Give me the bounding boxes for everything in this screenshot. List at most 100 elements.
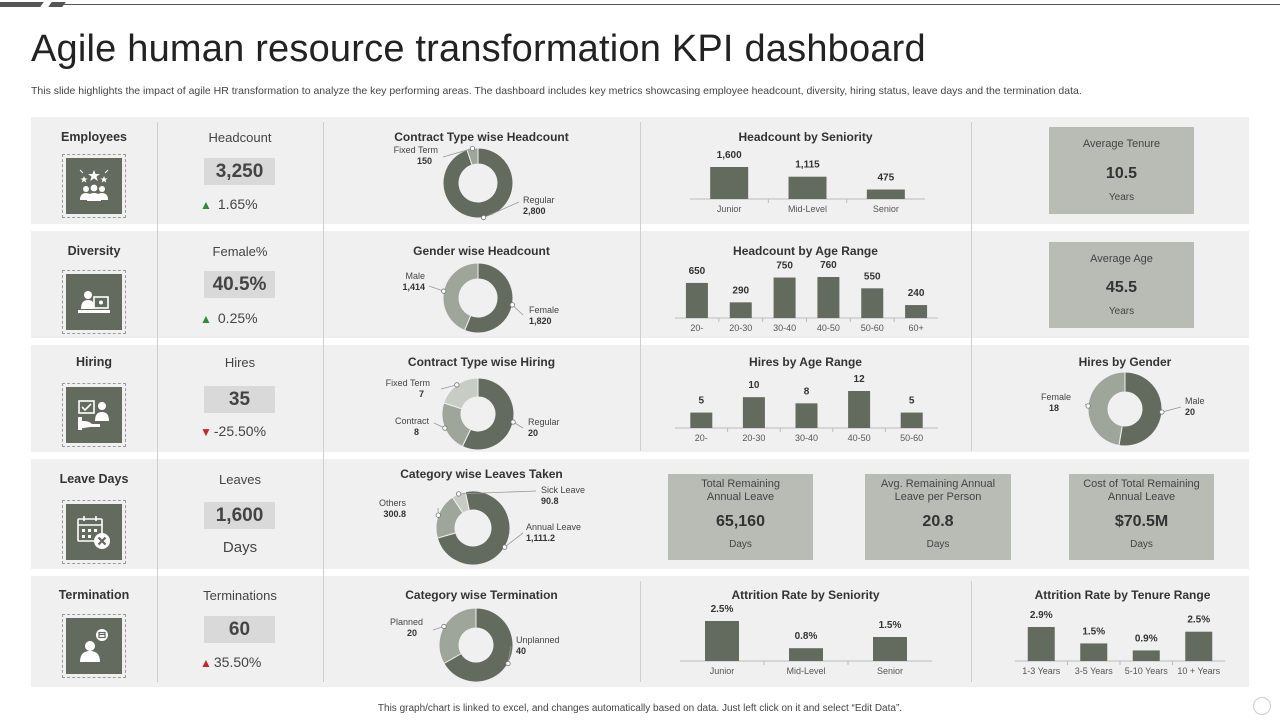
metric-label-hires: Hires	[224, 355, 256, 370]
stat-unit: Years	[1108, 192, 1135, 203]
stat-label: Total Remaining Annual Leave	[701, 478, 780, 503]
page-subtitle: This slide highlights the impact of agil…	[31, 85, 1082, 97]
bar	[789, 648, 823, 661]
trend-up-icon: ▲	[200, 312, 212, 326]
bar	[729, 302, 752, 318]
bar	[1027, 627, 1055, 661]
category-label-leave-days: Leave Days	[59, 472, 129, 486]
leave-calendar-icon	[77, 516, 110, 549]
bar-value-label: 1.5%	[1082, 626, 1105, 637]
slice-value: 1,414	[402, 282, 425, 292]
metric-value-headcount: 3,250	[204, 158, 275, 185]
metric-label-terminations: Terminations	[203, 588, 277, 603]
x-tick-label: 50-60	[900, 433, 923, 443]
x-tick-label: 30-40	[773, 323, 796, 333]
slice-value: 18	[1049, 403, 1059, 413]
bar-value-label: 0.8%	[795, 631, 818, 642]
chart-title-leaves-category: Category wise Leaves Taken	[400, 467, 563, 481]
stat-label: Cost of Total Remaining Annual Leave	[1083, 478, 1200, 503]
bar	[861, 288, 884, 318]
slide-marker	[1253, 697, 1271, 715]
bar-value-label: 12	[854, 374, 866, 385]
stat-value: 65,160	[716, 513, 765, 530]
footer-note: This graph/chart is linked to excel, and…	[377, 703, 903, 714]
donut-slice	[442, 262, 479, 331]
leader-dot	[454, 382, 460, 388]
termination-icon	[80, 629, 108, 662]
bar-value-label: 2.5%	[711, 604, 734, 615]
stat-value: 45.5	[1105, 279, 1138, 296]
x-tick-label: 40-50	[848, 433, 871, 443]
metric-change-headcount: ▲ 1.65%	[200, 196, 258, 212]
slice-label: Male	[405, 271, 425, 281]
metric-value-female: 40.5%	[204, 271, 275, 298]
donut-slice	[443, 377, 479, 410]
total-remaining-leave-card: Total Remaining Annual Leave 65,160 Days	[668, 474, 813, 560]
bar-value-label: 290	[732, 285, 749, 296]
stat-unit: Years	[1108, 306, 1135, 317]
diversity-icon-frame	[62, 270, 126, 334]
separator	[971, 122, 972, 451]
leader-line	[440, 384, 457, 390]
metric-label-leaves: Leaves	[219, 472, 261, 487]
x-tick-label: 30-40	[795, 433, 818, 443]
bar-value-label: 8	[804, 386, 810, 397]
headcount-seniority-bar-chart: 1,600 Junior 1,115 Mid-Level 475 Senior	[690, 150, 925, 214]
donut-slice	[443, 607, 514, 683]
category-label-hiring: Hiring	[75, 355, 113, 369]
stat-label: Avg. Remaining Annual Leave per Person	[880, 478, 996, 503]
hiring-icon-frame	[62, 383, 126, 447]
bar	[848, 391, 871, 428]
leader-dot	[480, 214, 487, 221]
bar	[705, 621, 739, 661]
leader-dot	[442, 425, 448, 431]
donut-slice	[436, 490, 511, 566]
bar-value-label: 475	[877, 173, 894, 184]
header-rule	[50, 4, 1280, 5]
chart-title-headcount-age: Headcount by Age Range	[733, 244, 878, 258]
page-title: Agile human resource transformation KPI …	[31, 28, 926, 70]
x-tick-label: 3-5 Years	[1075, 666, 1114, 676]
stat-label: Average Age	[1090, 253, 1153, 265]
separator	[640, 122, 641, 451]
bar-value-label: 760	[820, 260, 837, 271]
bar-value-label: 0.9%	[1135, 633, 1158, 644]
stat-unit: Days	[926, 539, 950, 550]
chart-title-headcount-seniority: Headcount by Seniority	[738, 130, 873, 144]
metric-change-hires: ▼ -25.50%	[200, 423, 267, 439]
leader-dot	[456, 491, 462, 497]
slice-value: 40	[516, 646, 526, 656]
leader-line	[483, 201, 520, 218]
x-tick-label: 40-50	[817, 323, 840, 333]
x-tick-label: 1-3 Years	[1022, 666, 1061, 676]
chart-title-contract-headcount: Contract Type wise Headcount	[394, 130, 569, 144]
slice-label: Contract	[395, 416, 430, 426]
stat-label: Average Tenure	[1082, 138, 1161, 150]
metric-change-terminations: ▲ 35.50%	[200, 654, 262, 670]
x-tick-label: Senior	[877, 666, 903, 676]
termination-icon-frame	[62, 614, 126, 678]
attrition-seniority-bar-chart: 2.5% Junior 0.8% Mid-Level 1.5% Senior	[680, 604, 932, 676]
bar	[690, 412, 713, 428]
diversity-icon	[78, 291, 110, 313]
separator	[640, 581, 641, 682]
trend-up-red-icon: ▲	[200, 656, 212, 670]
bar-value-label: 2.5%	[1187, 615, 1210, 626]
donut-slice	[1118, 371, 1163, 447]
x-tick-label: 60+	[908, 323, 923, 333]
bar	[1080, 643, 1108, 661]
x-tick-label: 10 + Years	[1177, 666, 1220, 676]
bar-value-label: 650	[689, 266, 706, 277]
bar	[773, 277, 796, 318]
slice-value: 2,800	[523, 206, 546, 216]
slice-value: 8	[414, 427, 419, 437]
x-tick-label: 20-30	[742, 433, 765, 443]
separator	[157, 122, 158, 682]
bar-value-label: 1,600	[717, 150, 742, 161]
slice-value: 20	[528, 428, 538, 438]
